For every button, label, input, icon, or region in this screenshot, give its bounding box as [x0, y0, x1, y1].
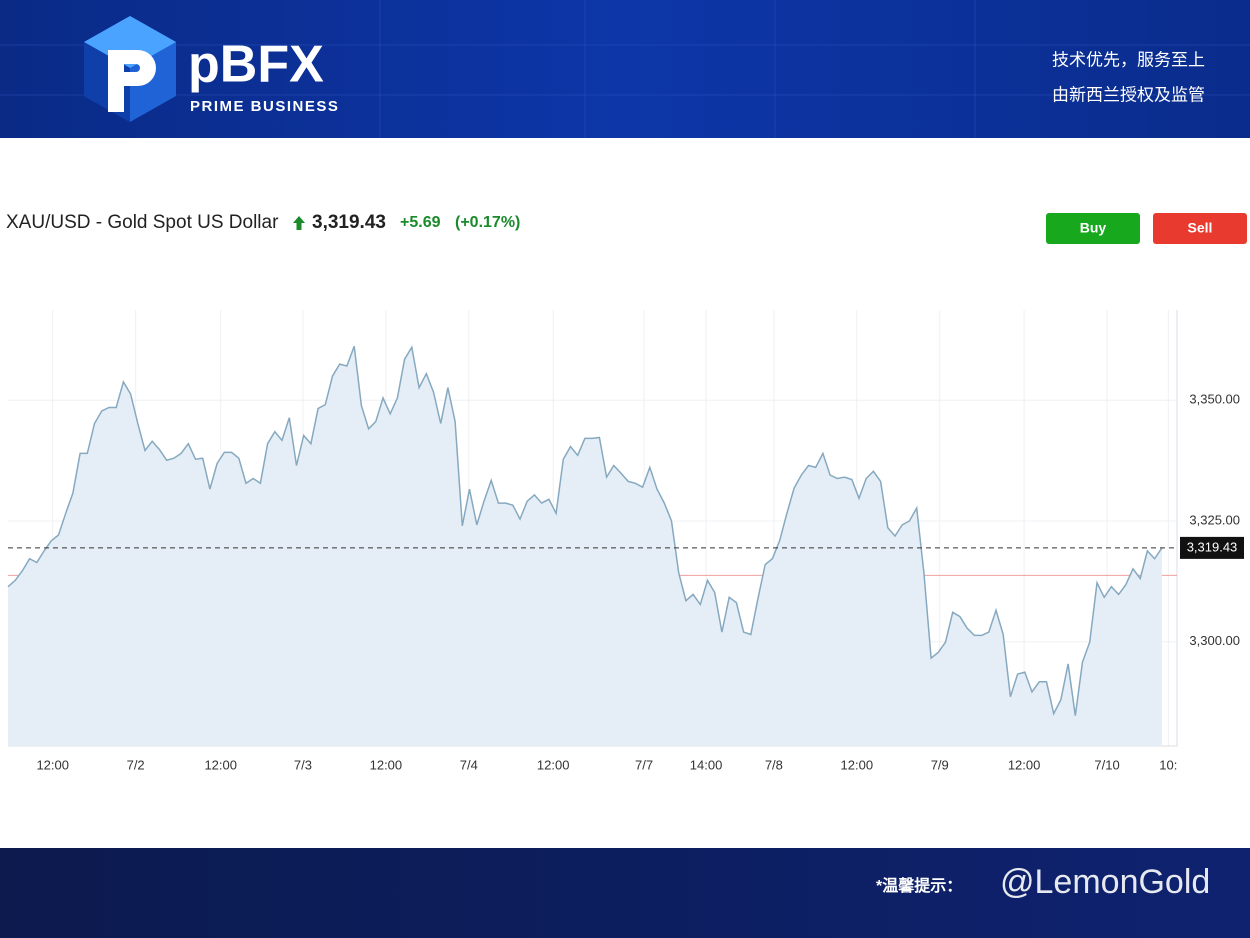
header-band	[0, 0, 1250, 138]
x-tick-label: 10:	[1159, 757, 1177, 772]
watermark: @LemonGold	[1000, 863, 1210, 901]
slogan: 由新西兰授权及监管	[1052, 85, 1205, 104]
x-tick-label: 12:00	[204, 757, 237, 772]
y-tick-label: 3,350.00	[1189, 392, 1240, 407]
change-pct: (+0.17%)	[455, 214, 520, 231]
y-tick-label: 3,325.00	[1189, 512, 1240, 527]
x-tick-label: 7/7	[635, 757, 653, 772]
slogan: 技术优先，服务至上	[1052, 50, 1205, 69]
x-tick-label: 12:00	[370, 757, 403, 772]
buy-button-bg[interactable]	[1046, 213, 1140, 244]
y-tick-label: 3,300.00	[1189, 633, 1240, 648]
x-tick-label: 7/9	[931, 757, 949, 772]
symbol: XAU/USD - Gold Spot US Dollar	[6, 212, 279, 233]
last-price-box	[1180, 536, 1244, 559]
x-tick-label: 7/8	[765, 757, 783, 772]
logo-icon	[84, 16, 176, 122]
price: 3,319.43	[312, 212, 386, 233]
header-pattern	[0, 0, 1250, 138]
line	[7, 345, 1163, 716]
logo-text: pBFX	[188, 36, 324, 94]
area	[8, 346, 1162, 746]
sell-button-bg[interactable]	[1153, 213, 1247, 244]
x-tick-label: 12:00	[36, 757, 69, 772]
last-price-label: 3,319.43	[1187, 539, 1238, 554]
x-tick-label: 7/2	[127, 757, 145, 772]
x-tick-label: 12:00	[537, 757, 570, 772]
sell-label[interactable]: Sell	[1188, 220, 1213, 236]
chart: 12:00 7/2 12:00 7/3 12:00 7/4 12:00 7/7 14:00 7/8…	[7, 310, 1244, 772]
change: +5.69	[400, 214, 441, 231]
x-tick-label: 7/10	[1094, 757, 1119, 772]
footer-note: *温馨提示：	[876, 876, 962, 895]
buy-button[interactable]: Buy	[1046, 213, 1140, 244]
buy-label[interactable]: Buy	[1080, 220, 1107, 236]
x-tick-label: 12:00	[1008, 757, 1041, 772]
x-tick-label: 7/4	[460, 757, 478, 772]
x-tick-label: 7/3	[294, 757, 312, 772]
x-tick-label: 12:00	[841, 757, 874, 772]
x-tick-label: 14:00	[690, 757, 723, 772]
logo-subtitle: PRIME BUSINESS	[190, 98, 339, 115]
up-arrow	[293, 216, 305, 230]
footer-band	[0, 848, 1250, 938]
sell-button[interactable]: Sell	[1153, 213, 1247, 244]
